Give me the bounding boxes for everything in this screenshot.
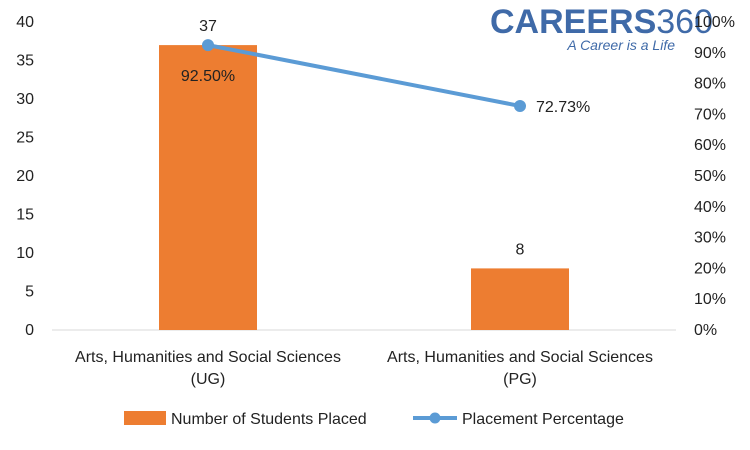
right-axis-tick-label: 30% [694,230,726,247]
logo-tagline: A Career is a Life [566,37,675,53]
category-label: Arts, Humanities and Social Sciences (UG) [75,349,341,388]
line-path [206,43,522,108]
left-axis-tick-label: 25 [16,130,34,147]
logo-wordmark: CAREERS360 [490,3,713,41]
legend-line-marker [429,412,441,424]
line-series [202,39,526,112]
legend: Number of Students Placed Placement Perce… [124,411,624,428]
left-axis-tick-label: 40 [16,14,34,31]
category-label: Arts, Humanities and Social Sciences (PG) [387,349,653,388]
right-axis-tick-label: 0% [694,322,717,339]
legend-bar-swatch [124,411,166,425]
left-axis-tick-label: 10 [16,245,34,262]
right-axis-tick-label: 60% [694,137,726,154]
left-axis-tick-label: 20 [16,168,34,185]
right-axis-tick-label: 80% [694,76,726,93]
line-value-label: 92.50% [181,68,235,85]
bar-value-label: 8 [516,241,525,258]
right-axis-tick-label: 40% [694,199,726,216]
bar [159,45,257,330]
right-axis-tick-label: 90% [694,45,726,62]
left-axis-tick-label: 35 [16,53,34,70]
left-axis-tick-label: 30 [16,91,34,108]
axes: 0 5 10 15 20 25 30 35 40 0% 10% 20% 30% 40% 50% 60% 70% 8… [16,14,735,339]
line-value-label: 72.73% [536,99,590,116]
bar-value-label: 37 [199,18,217,35]
right-axis-tick-label: 50% [694,168,726,185]
line-point [514,99,526,112]
legend-label: Placement Percentage [462,411,624,428]
left-axis-tick-label: 0 [25,322,34,339]
left-axis-tick-label: 15 [16,207,34,224]
category-labels: Arts, Humanities and Social Sciences (UG)… [75,349,653,388]
bar [471,268,569,330]
right-axis-tick-label: 100% [694,14,735,31]
right-axis-tick-label: 70% [694,106,726,123]
right-axis-tick-label: 20% [694,260,726,277]
careers360-logo: CAREERS360 A Career is a Life [490,3,713,53]
legend-label: Number of Students Placed [171,411,367,428]
bar-series [159,45,569,330]
right-axis-tick-label: 10% [694,291,726,308]
line-point [202,39,214,52]
data-labels: 37 8 92.50% 72.73% [181,18,590,258]
left-axis-tick-label: 5 [25,284,34,301]
